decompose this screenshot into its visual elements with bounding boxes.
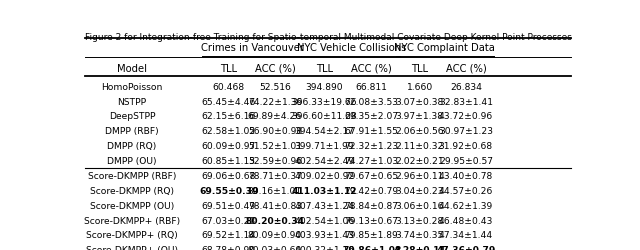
Text: 78.41±0.83: 78.41±0.83 [248,201,302,210]
Text: 72.08±3.53: 72.08±3.53 [345,97,399,106]
Text: 403.93±1.43: 403.93±1.43 [294,230,355,239]
Text: 30.97±1.23: 30.97±1.23 [439,127,493,136]
Text: 74.22±1.36: 74.22±1.36 [248,97,302,106]
Text: 52.516: 52.516 [259,82,291,91]
Text: 62.15±6.16: 62.15±6.16 [202,112,256,121]
Text: TLL: TLL [412,64,428,74]
Text: 60.85±1.13: 60.85±1.13 [202,156,256,166]
Text: 66.811: 66.811 [356,82,388,91]
Text: 60.468: 60.468 [212,82,245,91]
Text: 78.71±0.37: 78.71±0.37 [248,171,302,180]
Text: NYC Vehicle Collisions: NYC Vehicle Collisions [297,42,406,52]
Text: 1.660: 1.660 [406,82,433,91]
Text: 396.33±19.66: 396.33±19.66 [292,97,357,106]
Text: ACC (%): ACC (%) [351,64,392,74]
Text: 394.890: 394.890 [306,82,343,91]
Text: Score-DKMPP (RBF): Score-DKMPP (RBF) [88,171,176,180]
Text: 2.96±0.11: 2.96±0.11 [396,171,444,180]
Text: Score-DKMPP+ (RQ): Score-DKMPP+ (RQ) [86,230,178,239]
Text: 411.03±1.12: 411.03±1.12 [292,186,357,195]
Text: 2.06±0.56: 2.06±0.56 [396,127,444,136]
Text: 46.48±0.43: 46.48±0.43 [438,216,493,225]
Text: 399.71±1.99: 399.71±1.99 [295,142,355,150]
Text: 26.834: 26.834 [450,82,482,91]
Text: Score-DKMPP+ (OU): Score-DKMPP+ (OU) [86,245,178,250]
Text: 56.90±0.98: 56.90±0.98 [248,127,302,136]
Text: 3.04±0.23: 3.04±0.23 [396,186,444,195]
Text: 31.92±0.68: 31.92±0.68 [439,142,493,150]
Text: NYC Complaint Data: NYC Complaint Data [394,42,495,52]
Text: TLL: TLL [220,64,237,74]
Text: 60.09±0.97: 60.09±0.97 [202,142,256,150]
Text: 80.16±1.01: 80.16±1.01 [248,186,302,195]
Text: 62.58±1.02: 62.58±1.02 [202,127,256,136]
Text: 69.55±0.39: 69.55±0.39 [199,186,259,195]
Text: 69.35±2.07: 69.35±2.07 [344,112,399,121]
Text: 402.54±1.06: 402.54±1.06 [294,216,355,225]
Text: 3.97±1.38: 3.97±1.38 [396,112,444,121]
Text: NSTPP: NSTPP [118,97,147,106]
Text: 78.84±0.87: 78.84±0.87 [345,201,399,210]
Text: Score-DKMPP (OU): Score-DKMPP (OU) [90,201,174,210]
Text: 3.13±0.28: 3.13±0.28 [396,216,444,225]
Text: DeepSTPP: DeepSTPP [109,112,156,121]
Text: ACC (%): ACC (%) [445,64,486,74]
Text: DMPP (RBF): DMPP (RBF) [105,127,159,136]
Text: 80.03±0.69: 80.03±0.69 [248,245,302,250]
Text: 68.78±0.90: 68.78±0.90 [202,245,256,250]
Text: 80.20±0.34: 80.20±0.34 [245,216,305,225]
Text: 69.89±4.26: 69.89±4.26 [248,112,302,121]
Text: Figure 2 for Integration-free Training for Spatio-temporal Multimodal Covariate : Figure 2 for Integration-free Training f… [84,33,572,42]
Text: 3.74±0.35: 3.74±0.35 [396,230,444,239]
Text: DMPP (OU): DMPP (OU) [108,156,157,166]
Text: 32.83±1.41: 32.83±1.41 [439,97,493,106]
Text: 2.02±0.21: 2.02±0.21 [396,156,444,166]
Text: 47.36±0.79: 47.36±0.79 [436,245,495,250]
Text: 43.72±0.96: 43.72±0.96 [439,112,493,121]
Text: 79.85±1.89: 79.85±1.89 [345,230,399,239]
Text: 80.09±0.90: 80.09±0.90 [248,230,302,239]
Text: 409.02±0.92: 409.02±0.92 [294,171,355,180]
Text: 69.52±1.14: 69.52±1.14 [202,230,256,239]
Text: 79.42±0.79: 79.42±0.79 [344,186,399,195]
Text: 2.11±0.32: 2.11±0.32 [396,142,444,150]
Text: 44.57±0.26: 44.57±0.26 [438,186,493,195]
Text: 29.95±0.57: 29.95±0.57 [439,156,493,166]
Text: 74.27±1.03: 74.27±1.03 [344,156,399,166]
Text: 400.32±1.16: 400.32±1.16 [294,245,355,250]
Text: 67.91±1.55: 67.91±1.55 [345,127,399,136]
Text: 47.34±1.44: 47.34±1.44 [439,230,493,239]
Text: 3.06±0.16: 3.06±0.16 [396,201,444,210]
Text: TLL: TLL [316,64,333,74]
Text: 72.32±1.23: 72.32±1.23 [344,142,399,150]
Text: 79.86±1.08: 79.86±1.08 [342,245,401,250]
Text: Score-DKMPP+ (RBF): Score-DKMPP+ (RBF) [84,216,180,225]
Text: 65.45±4.46: 65.45±4.46 [202,97,256,106]
Text: 51.52±1.01: 51.52±1.01 [248,142,302,150]
Text: 3.07±0.38: 3.07±0.38 [396,97,444,106]
Text: 79.13±0.67: 79.13±0.67 [345,216,399,225]
Text: 394.54±2.17: 394.54±2.17 [294,127,355,136]
Text: 44.62±1.39: 44.62±1.39 [439,201,493,210]
Text: 79.67±0.65: 79.67±0.65 [344,171,399,180]
Text: 43.40±0.78: 43.40±0.78 [439,171,493,180]
Text: DMPP (RQ): DMPP (RQ) [108,142,157,150]
Text: Score-DKMPP (RQ): Score-DKMPP (RQ) [90,186,174,195]
Text: 402.54±2.49: 402.54±2.49 [294,156,355,166]
Text: 69.51±0.49: 69.51±0.49 [202,201,256,210]
Text: Crimes in Vancouver: Crimes in Vancouver [201,42,304,52]
Text: 407.43±1.24: 407.43±1.24 [294,201,355,210]
Text: 67.03±0.23: 67.03±0.23 [202,216,256,225]
Text: 69.06±0.68: 69.06±0.68 [202,171,256,180]
Text: HomoPoisson: HomoPoisson [101,82,163,91]
Text: ACC (%): ACC (%) [255,64,295,74]
Text: 52.59±0.96: 52.59±0.96 [248,156,302,166]
Text: Model: Model [117,64,147,74]
Text: 396.60±11.28: 396.60±11.28 [292,112,357,121]
Text: 4.28±0.11: 4.28±0.11 [394,245,446,250]
